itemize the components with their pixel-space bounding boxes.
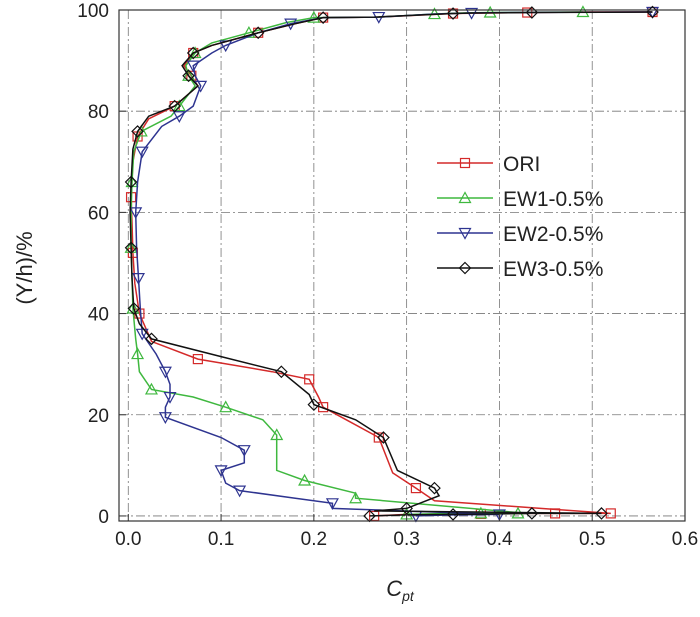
data-point-diamond bbox=[525, 6, 539, 19]
x-tick-label: 0.2 bbox=[301, 529, 327, 550]
data-point-triangle-up bbox=[458, 191, 472, 204]
y-tick-label: 80 bbox=[88, 102, 109, 123]
data-point-square bbox=[410, 483, 422, 494]
legend-label: EW2-0.5% bbox=[503, 223, 603, 246]
x-axis-label-main: C bbox=[386, 576, 402, 601]
x-tick-label: 0.4 bbox=[486, 529, 513, 550]
x-tick-label: 0.3 bbox=[393, 529, 419, 550]
data-point-square bbox=[459, 157, 471, 169]
axis-ticks: 0.0 0.1 0.2 0.3 0.4 0.5 0.6 0 20 40 60 80 100 bbox=[77, 1, 698, 550]
data-point-triangle-down bbox=[135, 328, 149, 341]
data-point-triangle-down bbox=[135, 146, 149, 159]
data-point-diamond bbox=[186, 46, 200, 60]
data-point-triangle-up bbox=[182, 69, 196, 81]
series-group bbox=[124, 5, 660, 523]
y-tick-label: 60 bbox=[88, 203, 109, 224]
data-point-triangle-down bbox=[492, 509, 506, 522]
plot-frame bbox=[118, 9, 686, 522]
data-point-triangle-down bbox=[163, 391, 177, 404]
x-tick-label: 0.0 bbox=[115, 529, 141, 550]
x-axis-label: Cpt bbox=[386, 576, 415, 604]
data-point-triangle-up bbox=[131, 347, 145, 360]
legend-item: ORI bbox=[437, 153, 540, 176]
data-point-diamond bbox=[428, 481, 441, 495]
data-point-diamond bbox=[145, 332, 158, 346]
data-point-triangle-down bbox=[158, 412, 172, 425]
y-tick-label: 0 bbox=[98, 507, 109, 528]
data-point-diamond bbox=[275, 365, 288, 379]
data-point-diamond bbox=[446, 508, 460, 521]
data-point-triangle-up bbox=[242, 26, 256, 38]
data-point-diamond bbox=[400, 502, 413, 515]
data-point-triangle-down bbox=[233, 485, 247, 498]
data-point-diamond bbox=[182, 69, 195, 83]
legend-label: EW1-0.5% bbox=[503, 188, 603, 211]
legend-item: EW3-0.5% bbox=[437, 258, 603, 281]
x-axis-label-subscript: pt bbox=[401, 588, 415, 604]
data-point-diamond bbox=[131, 125, 144, 138]
x-tick-label: 0.1 bbox=[208, 529, 234, 550]
data-point-diamond bbox=[377, 431, 390, 444]
data-point-triangle-down bbox=[214, 465, 228, 478]
data-point-diamond bbox=[168, 99, 182, 113]
data-point-diamond bbox=[124, 241, 138, 255]
data-point-triangle-down bbox=[131, 273, 146, 285]
data-point-diamond bbox=[595, 507, 608, 520]
data-point-square bbox=[253, 27, 264, 38]
data-point-triangle-up bbox=[172, 99, 186, 112]
data-point-triangle-up bbox=[144, 382, 158, 395]
y-tick-label: 100 bbox=[77, 1, 109, 22]
data-point-triangle-up bbox=[219, 400, 233, 413]
data-point-triangle-down bbox=[158, 366, 172, 379]
y-axis-label: (Y/h)/% bbox=[12, 231, 37, 304]
data-point-triangle-up bbox=[270, 428, 284, 441]
data-point-square bbox=[304, 374, 315, 385]
series-ew3-0-5- bbox=[124, 5, 659, 523]
data-point-diamond bbox=[251, 26, 265, 40]
x-tick-label: 0.5 bbox=[579, 529, 605, 550]
y-tick-label: 20 bbox=[88, 406, 109, 427]
gridlines bbox=[119, 10, 685, 521]
legend-label: ORI bbox=[503, 153, 540, 176]
legend-item: EW1-0.5% bbox=[437, 188, 603, 211]
data-point-triangle-up bbox=[298, 473, 312, 486]
data-point-square bbox=[318, 402, 329, 413]
data-point-triangle-down bbox=[458, 227, 472, 240]
data-point-diamond bbox=[124, 175, 138, 189]
series-line bbox=[129, 11, 653, 517]
data-point-triangle-down bbox=[172, 111, 186, 123]
data-point-triangle-down bbox=[325, 498, 339, 511]
data-point-triangle-up bbox=[307, 10, 321, 23]
data-point-diamond bbox=[525, 507, 539, 520]
data-point-triangle-down bbox=[129, 207, 143, 220]
data-point-triangle-down bbox=[186, 60, 200, 73]
legend: ORI EW1-0.5% EW2-0.5% EW3-0.5% bbox=[437, 153, 603, 281]
data-point-diamond bbox=[307, 398, 321, 411]
data-point-diamond bbox=[127, 302, 141, 315]
data-point-diamond bbox=[446, 7, 460, 20]
data-point-diamond bbox=[316, 11, 330, 24]
data-point-square bbox=[192, 353, 203, 365]
data-point-triangle-down bbox=[237, 445, 251, 457]
x-tick-label: 0.6 bbox=[672, 529, 698, 550]
legend-label: EW3-0.5% bbox=[503, 258, 603, 281]
data-point-triangle-up bbox=[349, 491, 363, 504]
data-point-diamond bbox=[458, 261, 472, 275]
y-tick-label: 40 bbox=[88, 305, 109, 326]
legend-item: EW2-0.5% bbox=[437, 223, 603, 246]
